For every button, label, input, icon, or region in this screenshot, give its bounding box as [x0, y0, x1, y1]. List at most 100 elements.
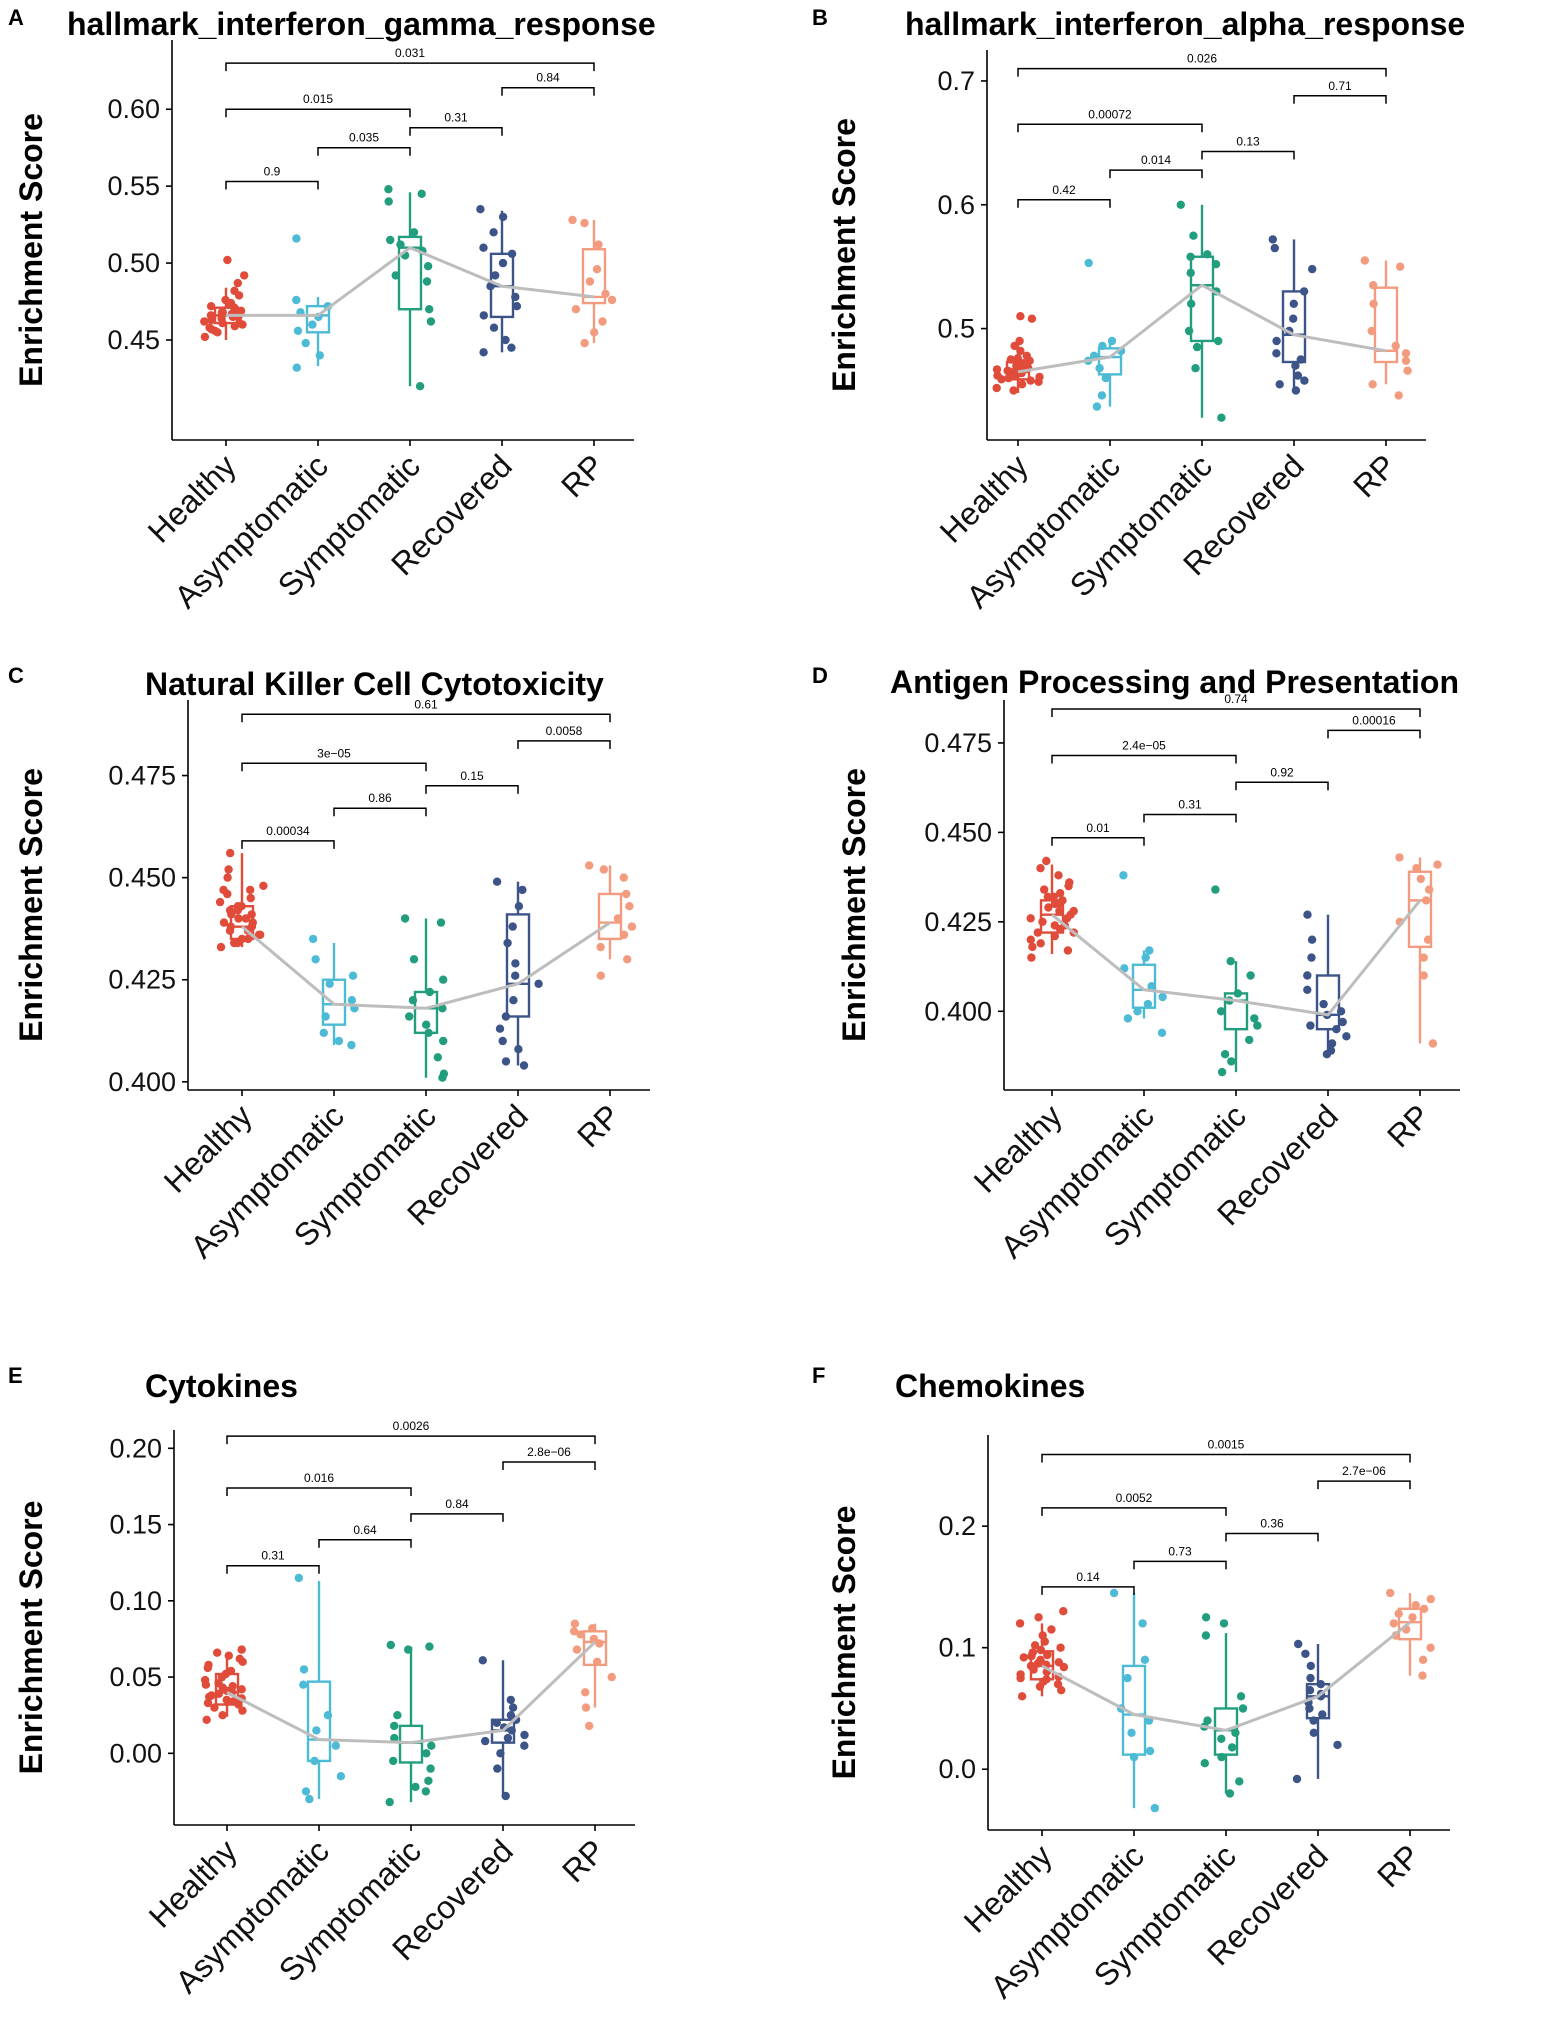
data-point	[1133, 1007, 1142, 1016]
data-point	[1158, 992, 1167, 1002]
data-point	[1272, 349, 1281, 358]
bracket-line	[318, 1539, 412, 1548]
data-point	[238, 1706, 247, 1715]
p-value-label: 0.035	[349, 131, 379, 145]
data-point	[415, 382, 425, 391]
p-value-label: 0.31	[1178, 797, 1202, 811]
data-point	[1250, 1014, 1259, 1023]
box-iqr	[398, 1724, 424, 1764]
data-point	[1101, 373, 1111, 383]
data-point	[217, 308, 227, 317]
data-point	[1217, 1734, 1226, 1744]
data-point	[230, 322, 239, 331]
data-point	[1360, 256, 1370, 265]
y-tick-label: 0.450	[924, 817, 992, 847]
data-point	[202, 1715, 211, 1725]
data-point	[1017, 1692, 1027, 1701]
data-point	[1225, 1789, 1235, 1798]
data-point	[1433, 860, 1442, 869]
significance-bracket: 2.8e−06	[502, 1445, 596, 1471]
data-point	[1391, 341, 1400, 351]
data-point	[572, 1645, 582, 1654]
significance-bracket: 3e−05	[241, 746, 427, 772]
data-point	[334, 1036, 344, 1046]
bracket-line	[225, 62, 595, 72]
data-point	[1201, 1631, 1211, 1640]
bracket-line	[1133, 1560, 1227, 1570]
data-point	[408, 996, 418, 1005]
data-point	[1394, 391, 1403, 400]
significance-bracket: 0.0015	[1041, 1437, 1411, 1463]
data-point	[592, 265, 602, 274]
data-point	[1301, 1649, 1310, 1659]
data-point	[386, 1640, 395, 1650]
data-point	[206, 311, 216, 320]
data-point	[438, 1004, 447, 1013]
significance-bracket: 0.15	[425, 769, 519, 794]
data-point	[1055, 906, 1064, 916]
significance-bracket: 0.14	[1041, 1570, 1135, 1595]
data-point	[424, 1028, 433, 1038]
data-point	[216, 942, 226, 952]
bracket-line	[241, 713, 611, 723]
box-iqr	[321, 978, 347, 1026]
data-point	[1306, 1673, 1315, 1683]
data-point	[423, 262, 433, 271]
y-axis-title: Enrichment Score	[13, 768, 49, 1042]
data-point	[1176, 200, 1186, 209]
data-point	[607, 295, 617, 305]
data-point	[222, 1695, 231, 1705]
data-point	[218, 318, 227, 328]
data-point	[619, 873, 628, 882]
data-point	[396, 240, 405, 249]
data-point	[1056, 1643, 1065, 1652]
data-point	[1367, 326, 1376, 336]
data-point	[200, 317, 209, 326]
data-point	[301, 1787, 311, 1796]
data-point	[519, 1061, 529, 1070]
p-value-label: 0.01	[1086, 821, 1110, 835]
data-point	[1291, 361, 1300, 370]
data-point	[1140, 1655, 1150, 1665]
y-tick-label: 0.450	[108, 863, 176, 893]
data-point	[1043, 1650, 1052, 1660]
data-point	[347, 996, 357, 1005]
data-point	[501, 335, 510, 345]
chart-title: Antigen Processing and Presentation	[890, 664, 1459, 700]
data-point	[238, 320, 247, 329]
data-point	[1026, 935, 1036, 944]
data-point	[254, 930, 264, 939]
bracket-line	[333, 807, 427, 817]
data-point	[400, 914, 410, 923]
data-point	[1123, 1014, 1133, 1023]
data-point	[568, 215, 577, 225]
data-point	[422, 1749, 431, 1758]
data-point	[1056, 889, 1065, 898]
data-point	[246, 885, 255, 895]
data-point	[1319, 999, 1328, 1009]
data-point	[1036, 864, 1045, 873]
p-value-label: 0.13	[1236, 135, 1260, 149]
data-point	[218, 1711, 227, 1720]
data-point	[1028, 942, 1037, 952]
data-point	[627, 922, 637, 931]
significance-bracket: 0.84	[410, 1497, 504, 1522]
panel-label: F	[812, 1363, 825, 1388]
data-point	[1412, 864, 1421, 873]
box-iqr	[581, 248, 607, 305]
significance-bracket: 0.0058	[517, 724, 611, 749]
significance-bracket: 0.016	[226, 1471, 412, 1496]
data-point	[1217, 1067, 1227, 1077]
data-point	[422, 277, 432, 286]
data-point	[1150, 1803, 1160, 1813]
data-point	[1009, 371, 1019, 380]
median-trend-line	[226, 1640, 597, 1745]
y-tick-label: 0.50	[107, 248, 160, 278]
data-point	[613, 914, 623, 923]
y-tick-label: 0.60	[107, 94, 160, 124]
data-point	[308, 320, 317, 329]
significance-bracket: 0.86	[333, 791, 427, 817]
box-symptomatic	[398, 1646, 424, 1803]
data-point	[1253, 1021, 1262, 1030]
data-point	[206, 302, 216, 311]
